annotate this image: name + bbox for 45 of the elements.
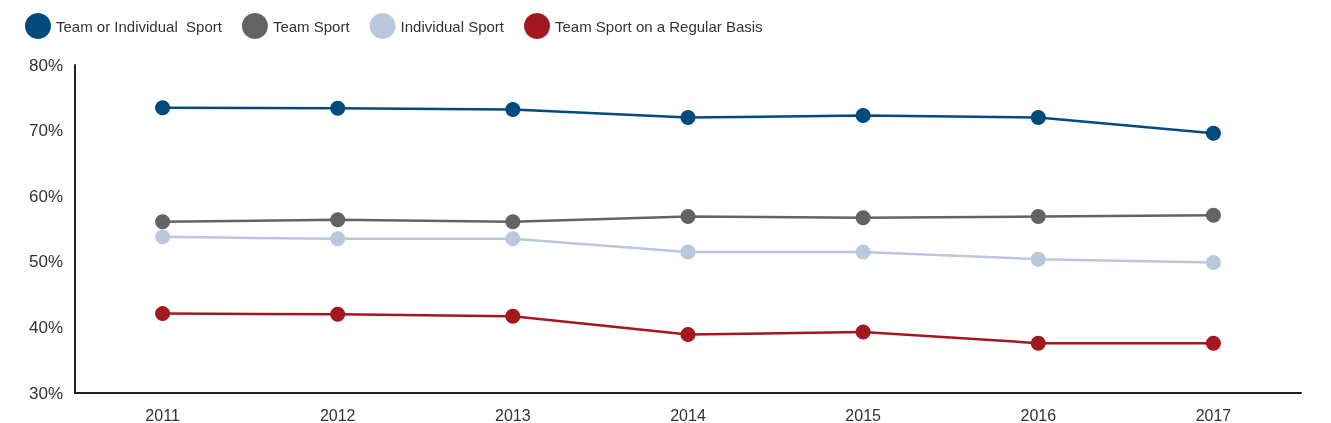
point bbox=[330, 212, 346, 228]
point bbox=[1205, 125, 1221, 141]
point bbox=[1030, 209, 1046, 225]
point bbox=[1030, 251, 1046, 267]
point bbox=[855, 324, 871, 340]
x-tick-label: 2011 bbox=[145, 406, 180, 423]
point bbox=[680, 244, 696, 260]
x-tick-label: 2014 bbox=[670, 406, 706, 423]
legend-label: Team Sport on a Regular Basis bbox=[555, 17, 763, 35]
y-tick-label: 80% bbox=[28, 55, 63, 75]
point bbox=[680, 327, 696, 343]
x-tick-label: 2015 bbox=[845, 406, 882, 423]
point bbox=[330, 306, 346, 322]
point bbox=[1030, 109, 1046, 125]
point bbox=[505, 214, 521, 230]
point bbox=[680, 209, 696, 225]
y-tick-label: 60% bbox=[28, 186, 63, 206]
x-tick-label: 2012 bbox=[319, 406, 356, 423]
point bbox=[330, 100, 346, 116]
point bbox=[1030, 335, 1046, 351]
point bbox=[505, 231, 521, 247]
x-tick-label: 2016 bbox=[1020, 406, 1057, 423]
legend-label: Team Sport bbox=[272, 17, 351, 35]
point bbox=[1205, 254, 1221, 270]
legend-label: Individual Sport bbox=[400, 17, 505, 35]
y-tick-label: 30% bbox=[28, 383, 63, 403]
y-tick-label: 70% bbox=[28, 121, 63, 141]
point bbox=[1205, 335, 1221, 351]
point bbox=[680, 109, 696, 125]
point bbox=[505, 308, 521, 324]
legend-label: Team or Individual Sport bbox=[56, 17, 223, 35]
point bbox=[1205, 207, 1221, 223]
point bbox=[155, 100, 171, 116]
y-tick-label: 50% bbox=[28, 252, 63, 272]
point bbox=[505, 102, 521, 118]
point bbox=[330, 231, 346, 247]
y-tick-label: 40% bbox=[28, 317, 63, 337]
point bbox=[855, 210, 871, 226]
x-tick-label: 2017 bbox=[1195, 406, 1232, 423]
point bbox=[855, 244, 871, 260]
point bbox=[155, 214, 171, 230]
point bbox=[155, 229, 171, 245]
point bbox=[855, 108, 871, 124]
point bbox=[155, 306, 171, 322]
x-tick-label: 2013 bbox=[495, 406, 531, 423]
